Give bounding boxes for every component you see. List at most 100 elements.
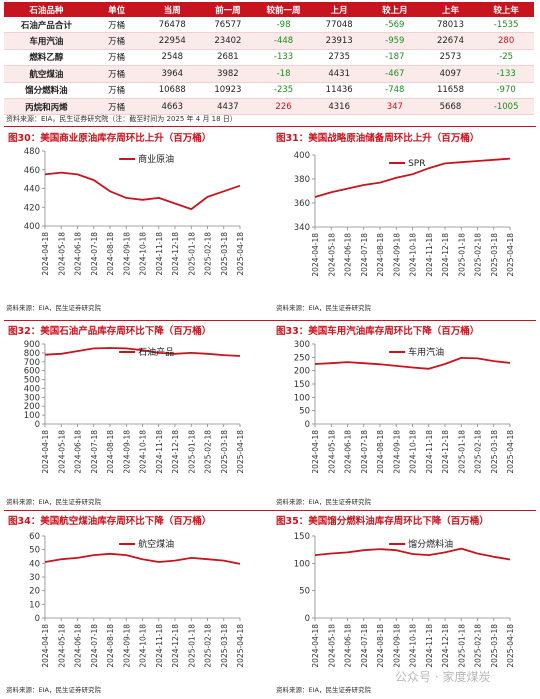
legend-label: 商业原油: [138, 153, 174, 165]
table-cell: 馏分燃料油: [4, 82, 89, 99]
table-cell: 4316: [311, 98, 367, 116]
column-header: 上年: [422, 2, 479, 17]
y-tick-label: 100: [294, 393, 310, 403]
table-row: 丙烷和丙烯 万桶 4663 4437 226 4316 347 5668 -1005: [4, 98, 534, 116]
chart-31: 340 360 380 400 2024-04-18 2024-05-18 2024-06-…: [294, 151, 515, 277]
source-34: 资料来源：EIA，民生证券研究院: [6, 686, 101, 694]
y-tick-label: 440: [24, 185, 40, 195]
table-cell: 23402: [200, 32, 256, 50]
y-tick-label: 50: [299, 407, 310, 417]
x-tick-label: 2024-12-18: [441, 624, 450, 668]
source-31: 资料来源：EIA，民生证券研究院: [276, 304, 371, 312]
table-cell: 77048: [311, 17, 367, 34]
table-cell: 4097: [422, 65, 479, 83]
y-tick-label: 60: [29, 532, 40, 542]
x-tick-label: 2025-02-18: [474, 233, 483, 277]
x-tick-label: 2024-11-18: [155, 624, 164, 668]
x-tick-label: 2024-04-18: [311, 430, 320, 474]
y-tick-label: 200: [294, 367, 310, 377]
x-tick-label: 2024-06-18: [344, 233, 353, 277]
table-cell: 10923: [200, 82, 256, 99]
table-cell: -187: [367, 49, 423, 67]
series-line: [314, 157, 511, 198]
table-cell: -748: [367, 82, 423, 99]
x-tick-label: 2024-10-18: [409, 624, 418, 668]
table-cell: 347: [367, 98, 423, 116]
x-tick-label: 2024-11-18: [155, 430, 164, 474]
table-cell: 10688: [144, 82, 201, 99]
y-tick-label: 10: [29, 600, 40, 610]
x-tick-label: 2025-03-18: [490, 430, 499, 474]
x-tick-label: 2024-05-18: [57, 624, 66, 668]
table-cell: 3982: [200, 65, 256, 83]
x-tick-label: 2024-12-18: [441, 233, 450, 277]
x-tick-label: 2025-02-18: [204, 624, 213, 668]
x-tick-label: 2024-05-18: [327, 624, 336, 668]
x-tick-label: 2025-04-18: [506, 624, 515, 668]
x-tick-label: 2024-04-18: [41, 430, 50, 474]
y-tick-label: 300: [24, 393, 40, 403]
y-tick-label: 50: [299, 587, 310, 597]
x-tick-label: 2025-01-18: [187, 232, 196, 276]
x-tick-label: 2025-02-18: [474, 624, 483, 668]
table-cell: 2681: [200, 49, 256, 67]
table-cell: 280: [478, 32, 534, 50]
y-tick-label: 400: [294, 151, 310, 161]
x-tick-label: 2025-01-18: [187, 624, 196, 668]
inventory-table: 石油品种 单位 当周 前一周 较前一周 上月 较上月 上年 较上年 石油产品合计 万桶 76478 7…: [4, 2, 534, 116]
x-tick-label: 2025-02-18: [204, 232, 213, 276]
y-tick-label: 420: [24, 203, 40, 213]
table-cell: 2735: [311, 49, 367, 67]
x-tick-label: 2025-03-18: [220, 624, 229, 668]
table-cell: 万桶: [88, 32, 145, 50]
x-tick-label: 2024-08-18: [106, 430, 115, 474]
y-tick-label: 340: [294, 223, 310, 233]
x-tick-label: 2024-04-18: [41, 232, 50, 276]
table-cell: 万桶: [88, 17, 145, 34]
x-tick-label: 2024-04-18: [311, 624, 320, 668]
table-cell: 11436: [311, 82, 367, 99]
series-line: [44, 552, 241, 565]
table-cell: 11658: [422, 82, 479, 99]
x-tick-label: 2024-05-18: [327, 430, 336, 474]
table-cell: 燃料乙醇: [4, 49, 89, 67]
x-tick-label: 2024-07-18: [360, 430, 369, 474]
y-tick-label: 200: [24, 402, 40, 412]
x-tick-label: 2025-04-18: [236, 430, 245, 474]
x-tick-label: 2024-06-18: [344, 624, 353, 668]
y-tick-label: 400: [24, 222, 40, 232]
series-line: [44, 347, 241, 357]
table-cell: 万桶: [88, 98, 145, 116]
series-line: [314, 356, 511, 370]
x-tick-label: 2024-12-18: [171, 232, 180, 276]
table-cell: 22674: [422, 32, 479, 50]
x-tick-label: 2025-04-18: [236, 232, 245, 276]
x-tick-label: 2024-09-18: [392, 233, 401, 277]
x-tick-label: 2024-08-18: [376, 624, 385, 668]
x-tick-label: 2024-11-18: [425, 430, 434, 474]
table-cell: -448: [255, 32, 312, 50]
table-row: 燃料乙醇 万桶 2548 2681 -133 2735 -187 2573 -25: [4, 49, 534, 67]
x-tick-label: 2024-07-18: [90, 232, 99, 276]
source-33: 资料来源：EIA，民生证券研究院: [276, 498, 371, 506]
chart-title-34: 图34：美国航空煤油库存周环比下降（百万桶）: [8, 516, 212, 527]
x-tick-label: 2024-07-18: [90, 430, 99, 474]
table-cell: 丙烷和丙烯: [4, 98, 89, 116]
chart-title-31: 图31：美国战略原油储备周环比上升（百万桶）: [276, 133, 480, 144]
y-tick-label: 500: [24, 376, 40, 386]
x-tick-label: 2024-05-18: [327, 233, 336, 277]
table-cell: 2548: [144, 49, 201, 67]
table-row: 车用汽油 万桶 22954 23402 -448 23913 -959 22674 280: [4, 32, 534, 50]
x-tick-label: 2024-09-18: [122, 430, 131, 474]
series-line: [314, 547, 511, 561]
x-tick-label: 2024-11-18: [425, 233, 434, 277]
table-row: 石油产品合计 万桶 76478 76577 -98 77048 -569 78013 -1535: [4, 17, 534, 34]
x-tick-label: 2024-10-18: [139, 232, 148, 276]
table-cell: 78013: [422, 17, 479, 34]
column-header: 上月: [311, 2, 367, 17]
series-line: [44, 171, 241, 210]
watermark: 公众号 · 家度煤炭: [395, 670, 491, 684]
x-tick-label: 2024-10-18: [139, 624, 148, 668]
x-tick-label: 2024-10-18: [139, 430, 148, 474]
y-tick-label: 300: [294, 340, 310, 350]
